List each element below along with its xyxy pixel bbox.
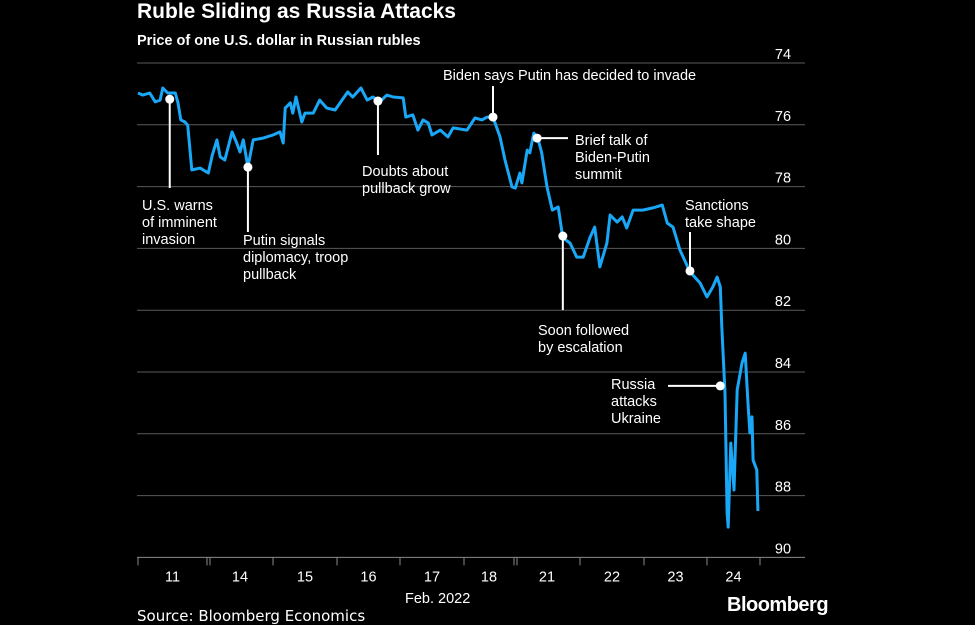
annotation-dot xyxy=(165,94,175,104)
series-line-usd-rub xyxy=(137,86,760,529)
annotation-dot xyxy=(715,381,725,391)
chart-subtitle: Price of one U.S. dollar in Russian rubl… xyxy=(137,33,421,49)
x-tick-label: 11 xyxy=(165,569,180,585)
y-tick-label: 90 xyxy=(775,541,791,557)
y-tick-label: 78 xyxy=(775,171,791,187)
y-tick-label: 84 xyxy=(775,356,791,372)
annotation-us-warns: U.S. warns of imminent invasion xyxy=(142,198,221,248)
x-tick-label: 22 xyxy=(604,569,620,585)
y-tick-label: 80 xyxy=(775,232,791,248)
y-tick-label: 76 xyxy=(775,109,791,125)
annotation-biden-says: Biden says Putin has decided to invade xyxy=(443,68,696,84)
x-tick-label: 17 xyxy=(424,569,440,585)
annotation-dot xyxy=(558,231,568,241)
x-tick-label: 15 xyxy=(297,569,313,585)
y-tick-label: 74 xyxy=(775,47,791,63)
source-note: Source: Bloomberg Economics xyxy=(137,607,366,625)
annotations: U.S. warns of imminent invasion Putin si… xyxy=(142,68,756,427)
y-tick-label: 86 xyxy=(775,418,791,434)
annotation-leaders xyxy=(168,86,721,387)
bloomberg-logo: Bloomberg xyxy=(727,594,829,616)
x-tick-label: 24 xyxy=(725,569,741,585)
chart-title: Ruble Sliding as Russia Attacks xyxy=(137,0,456,23)
annotation-dot xyxy=(243,162,253,172)
annotation-sanctions: Sanctions take shape xyxy=(685,198,756,231)
annotation-brief-talk: Brief talk of Biden-Putin summit xyxy=(575,133,654,183)
x-tick-label: 21 xyxy=(539,569,555,585)
annotation-putin-signals: Putin signals diplomacy, troop pullback xyxy=(243,233,352,283)
annotation-dot xyxy=(532,133,542,143)
y-tick-label: 82 xyxy=(775,294,791,310)
x-axis-label: Feb. 2022 xyxy=(405,591,471,607)
y-tick-label: 88 xyxy=(775,480,791,496)
y-axis: 74 76 78 80 82 84 86 88 90 xyxy=(775,47,791,557)
annotation-doubts: Doubts about pullback grow xyxy=(362,164,452,197)
annotation-escalation: Soon followed by escalation xyxy=(538,323,633,356)
x-tick-label: 23 xyxy=(667,569,683,585)
x-tick-label: 16 xyxy=(360,569,376,585)
x-tick-label: 18 xyxy=(481,569,497,585)
gridlines xyxy=(137,62,805,497)
annotation-russia-attacks: Russia attacks Ukraine xyxy=(611,377,661,427)
annotation-dots xyxy=(165,94,725,391)
x-tick-label: 14 xyxy=(232,569,248,585)
annotation-dot xyxy=(488,112,498,122)
x-axis: 11 14 15 16 17 18 21 22 23 24 xyxy=(137,556,805,585)
annotation-dot xyxy=(685,266,695,276)
annotation-dot xyxy=(373,96,383,106)
